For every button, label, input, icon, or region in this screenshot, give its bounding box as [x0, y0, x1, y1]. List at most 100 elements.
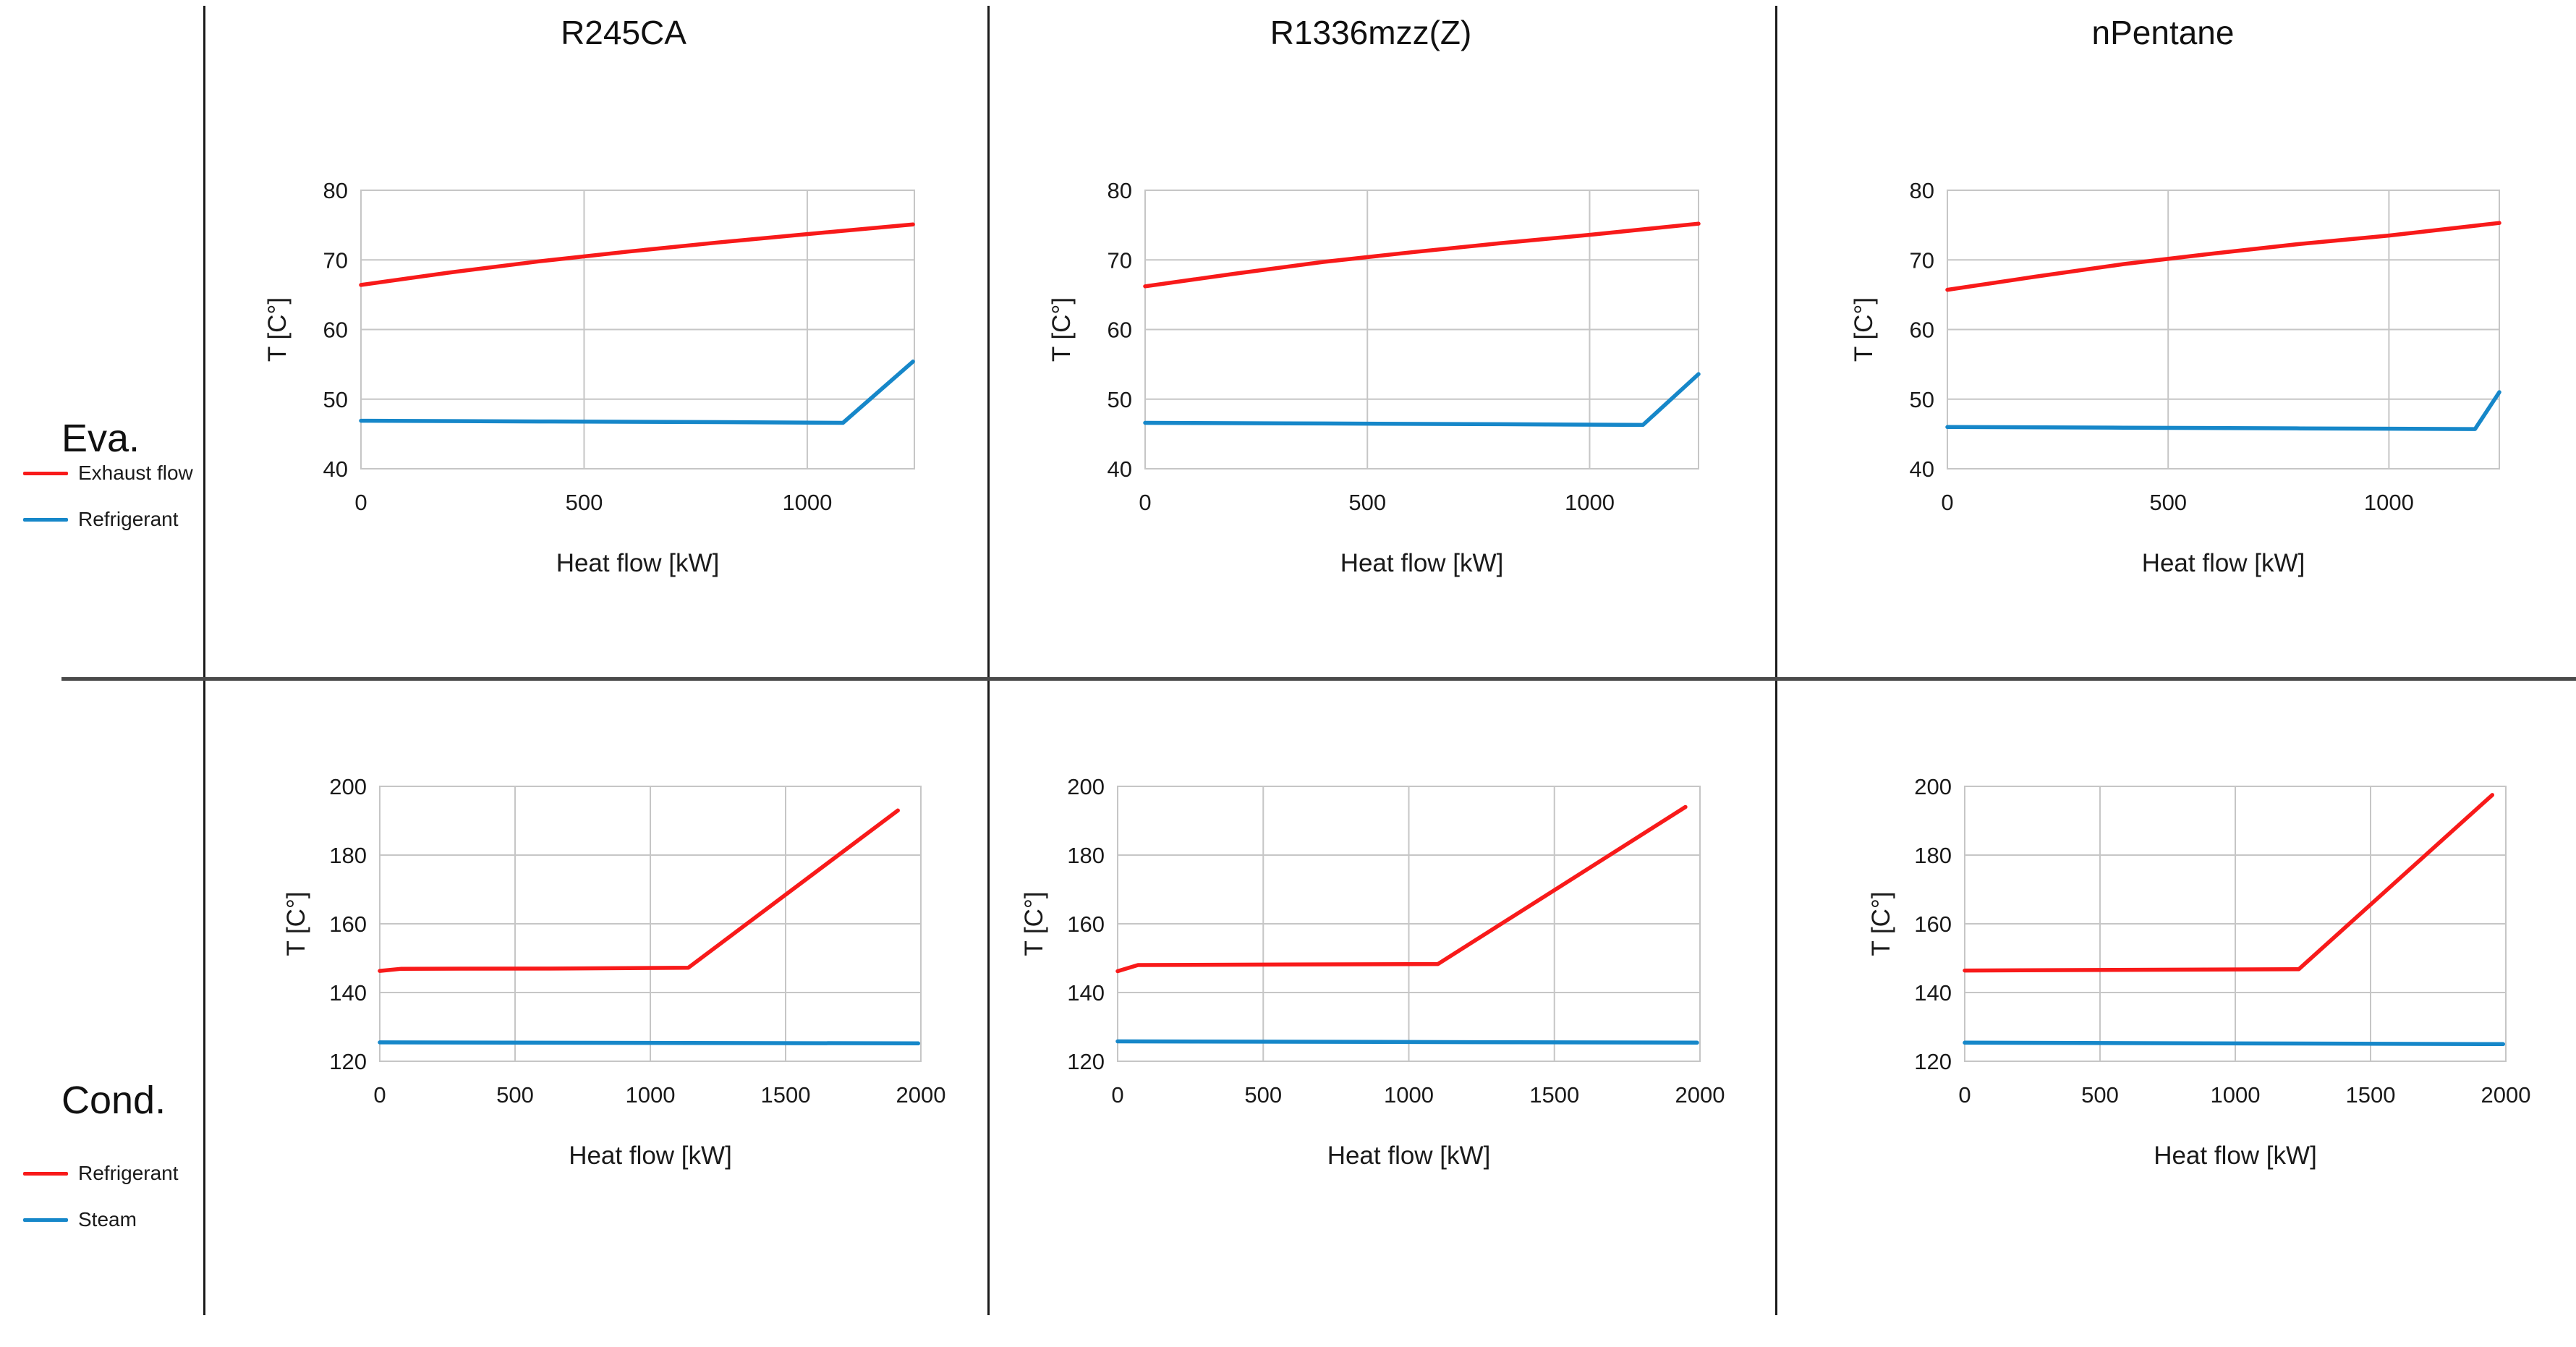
x-tick-label: 2000: [1675, 1082, 1725, 1108]
y-tick-label: 80: [323, 178, 348, 203]
y-tick-label: 140: [329, 980, 367, 1006]
x-tick-label: 500: [566, 490, 603, 515]
x-tick-label: 500: [2081, 1082, 2119, 1108]
x-tick-label: 2000: [896, 1082, 946, 1108]
y-tick-label: 180: [1914, 843, 1952, 868]
row-label-evaporator: Eva.: [61, 417, 140, 460]
y-tick-label: 160: [1067, 912, 1105, 937]
y-tick-label: 120: [1067, 1049, 1105, 1074]
x-tick-label: 0: [1958, 1082, 1971, 1108]
column-title-r1336mzz: R1336mzz(Z): [1270, 14, 1472, 51]
y-tick-label: 180: [1067, 843, 1105, 868]
y-tick-label: 50: [1910, 387, 1934, 412]
y-axis-title: T [C°]: [282, 891, 310, 956]
x-tick-label: 500: [496, 1082, 534, 1108]
y-tick-label: 40: [1910, 456, 1934, 482]
series-line-refrigerant: [378, 808, 900, 973]
eva-legend: Exhaust flow Refrigerant: [23, 450, 193, 543]
x-tick-label: 0: [373, 1082, 386, 1108]
y-tick-label: 120: [329, 1049, 367, 1074]
legend-label: Exhaust flow: [78, 462, 193, 484]
x-tick-label: 1000: [782, 490, 832, 515]
column-title-npentane: nPentane: [2091, 14, 2235, 51]
cond-legend: Refrigerant Steam: [23, 1150, 179, 1243]
y-tick-label: 40: [323, 456, 348, 482]
series-line-steam: [378, 1040, 921, 1046]
y-tick-label: 70: [323, 247, 348, 273]
x-tick-label: 2000: [2481, 1082, 2531, 1108]
series-line-refrigerant: [359, 360, 915, 425]
y-tick-label: 140: [1914, 980, 1952, 1006]
x-tick-label: 1000: [1384, 1082, 1434, 1108]
series-line-refrigerant: [1945, 390, 2501, 431]
x-axis-title: Heat flow [kW]: [569, 1142, 732, 1170]
x-axis-title: Heat flow [kW]: [1340, 549, 1504, 577]
y-tick-label: 60: [1108, 318, 1132, 343]
legend-label: Steam: [78, 1208, 137, 1231]
y-tick-label: 50: [323, 387, 348, 412]
column-divider-2: [987, 6, 990, 1315]
y-tick-label: 200: [329, 774, 367, 799]
x-tick-label: 500: [2149, 490, 2187, 515]
y-tick-label: 120: [1914, 1049, 1952, 1074]
x-axis-title: Heat flow [kW]: [1327, 1142, 1491, 1170]
y-tick-label: 80: [1108, 178, 1132, 203]
series-line-refrigerant: [1963, 793, 2495, 973]
y-axis-title: T [C°]: [1867, 891, 1895, 956]
x-tick-label: 0: [1111, 1082, 1123, 1108]
y-axis-title: T [C°]: [1047, 297, 1076, 362]
x-tick-label: 1000: [2211, 1082, 2261, 1108]
y-tick-label: 40: [1108, 456, 1132, 482]
plot-border: [1947, 190, 2500, 469]
series-line-exhaust-flow: [1143, 221, 1701, 289]
x-tick-label: 1500: [2346, 1082, 2396, 1108]
legend-entry-refrigerant: Refrigerant: [23, 1150, 179, 1197]
x-tick-label: 0: [1139, 490, 1151, 515]
x-tick-label: 500: [1348, 490, 1386, 515]
legend-line-swatch: [23, 517, 68, 522]
row-divider: [61, 677, 2576, 681]
legend-entry-refrigerant: Refrigerant: [23, 496, 193, 543]
x-tick-label: 1000: [626, 1082, 676, 1108]
plot-border: [379, 786, 922, 1062]
x-tick-label: 500: [1244, 1082, 1282, 1108]
x-tick-label: 1500: [1529, 1082, 1579, 1108]
x-axis-title: Heat flow [kW]: [556, 549, 720, 577]
legend-entry-steam: Steam: [23, 1197, 179, 1243]
y-axis-title: T [C°]: [1020, 891, 1048, 956]
legend-line-swatch: [23, 471, 68, 475]
y-tick-label: 180: [329, 843, 367, 868]
plot-border: [1144, 190, 1699, 469]
y-axis-title: T [C°]: [263, 297, 292, 362]
series-line-refrigerant: [1143, 372, 1701, 428]
y-tick-label: 70: [1910, 247, 1934, 273]
series-line-refrigerant: [1115, 804, 1688, 974]
series-line-exhaust-flow: [1945, 221, 2501, 292]
y-tick-label: 160: [329, 912, 367, 937]
x-axis-title: Heat flow [kW]: [2154, 1142, 2317, 1170]
x-tick-label: 0: [1941, 490, 1953, 515]
legend-entry-exhaust-flow: Exhaust flow: [23, 450, 193, 496]
y-tick-label: 160: [1914, 912, 1952, 937]
y-tick-label: 140: [1067, 980, 1105, 1006]
legend-label: Refrigerant: [78, 1162, 179, 1184]
y-tick-label: 60: [1910, 318, 1934, 343]
legend-line-swatch: [23, 1218, 68, 1222]
x-axis-title: Heat flow [kW]: [2142, 549, 2305, 577]
y-axis-title: T [C°]: [1850, 297, 1878, 362]
legend-label: Refrigerant: [78, 508, 179, 530]
x-tick-label: 1000: [2364, 490, 2414, 515]
plot-border: [1964, 786, 2507, 1062]
y-tick-label: 70: [1108, 247, 1132, 273]
column-divider-3: [1775, 6, 1777, 1315]
plot-border: [360, 190, 915, 469]
plot-border: [1117, 786, 1701, 1062]
column-divider-1: [203, 6, 205, 1315]
series-line-steam: [1963, 1040, 2506, 1047]
legend-line-swatch: [23, 1171, 68, 1176]
x-tick-label: 1000: [1565, 490, 1615, 515]
series-line-steam: [1115, 1039, 1699, 1045]
y-tick-label: 200: [1067, 774, 1105, 799]
